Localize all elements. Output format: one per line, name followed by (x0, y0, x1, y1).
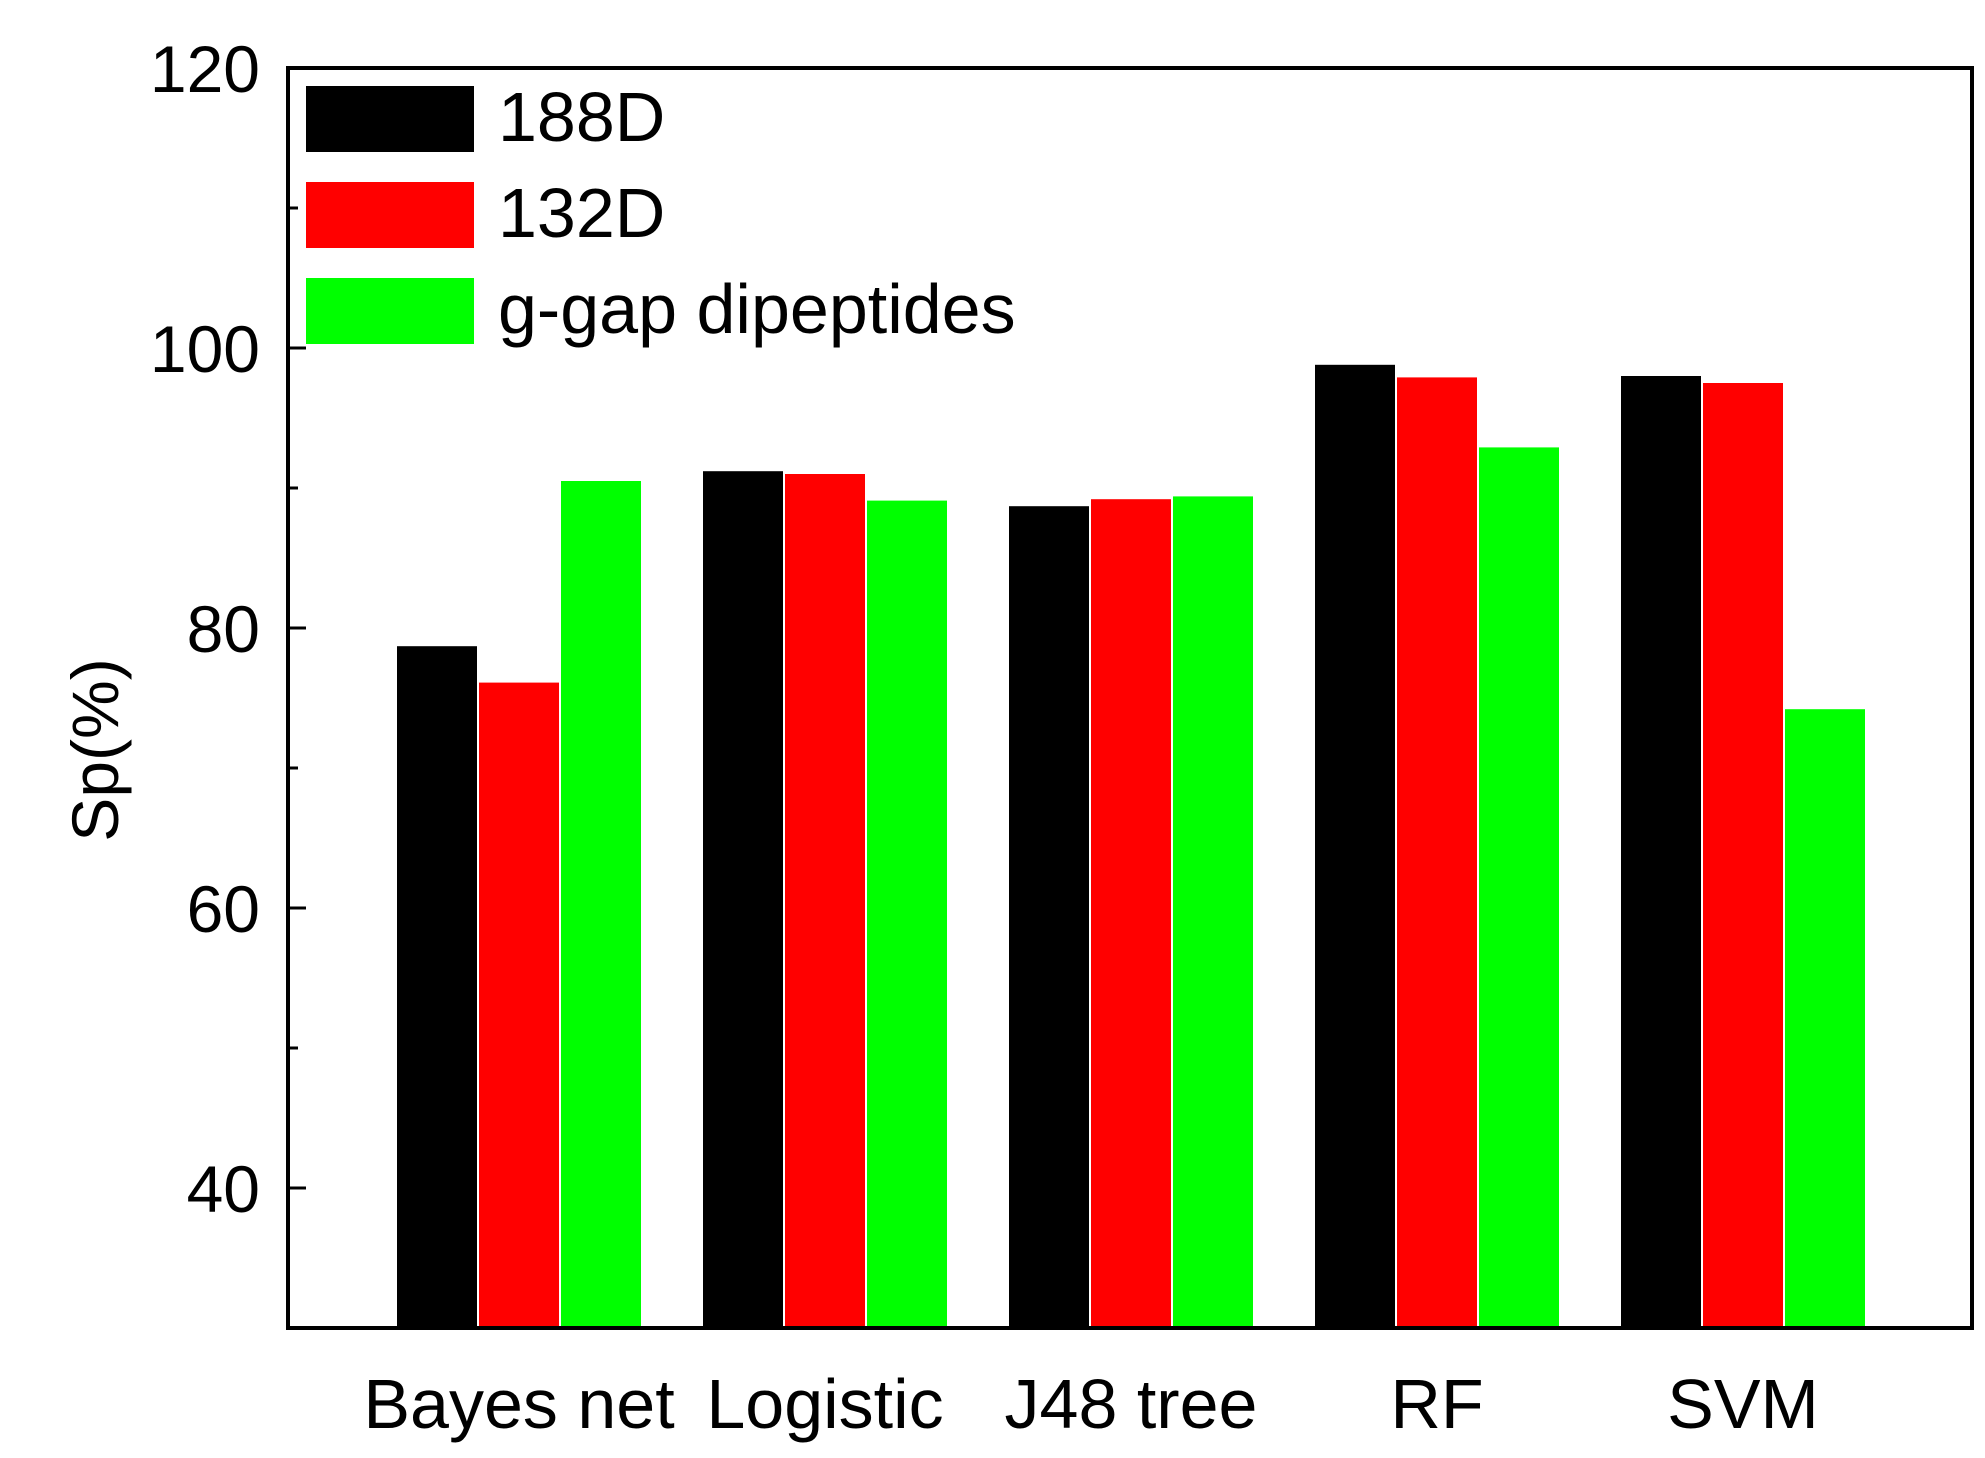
y-tick-label: 80 (187, 592, 260, 666)
bar-bayes-net-series-1 (479, 682, 559, 1328)
bars-group (397, 364, 1865, 1329)
legend-swatch (306, 86, 474, 152)
bar-bayes-net-series-0 (397, 646, 477, 1328)
legend-swatch (306, 278, 474, 344)
legend-label: g-gap dipeptides (498, 270, 1016, 348)
bar-rf-series-1 (1397, 377, 1477, 1328)
y-axis-label: Sp(%) (58, 658, 132, 841)
legend: 188D 132D g-gap dipeptides (306, 78, 1016, 348)
bar-logistic-series-0 (703, 471, 783, 1328)
y-tick-label: 60 (187, 872, 260, 946)
bar-j48-tree-series-1 (1091, 499, 1171, 1328)
x-axis: Bayes net Logistic J48 tree RF SVM (363, 1365, 1819, 1443)
legend-label: 188D (498, 78, 665, 156)
bar-svm-series-2 (1785, 709, 1865, 1328)
x-category-label: Logistic (706, 1365, 943, 1443)
bar-rf-series-0 (1315, 364, 1395, 1328)
bar-j48-tree-series-2 (1173, 496, 1253, 1328)
y-tick-label: 40 (187, 1152, 260, 1226)
bar-svm-series-1 (1703, 383, 1783, 1328)
x-category-label: RF (1390, 1365, 1483, 1443)
legend-swatch (306, 182, 474, 248)
bar-logistic-series-2 (867, 500, 947, 1329)
bar-j48-tree-series-0 (1009, 506, 1089, 1328)
y-tick-label: 120 (150, 32, 260, 106)
x-category-label: J48 tree (1005, 1365, 1258, 1443)
bar-logistic-series-1 (785, 474, 865, 1328)
y-axis: 40 60 80 100 120 (150, 32, 306, 1226)
legend-label: 132D (498, 174, 665, 252)
bar-svm-series-0 (1621, 376, 1701, 1328)
bar-bayes-net-series-2 (561, 481, 641, 1328)
x-category-label: Bayes net (363, 1365, 674, 1443)
bar-rf-series-2 (1479, 447, 1559, 1328)
y-tick-label: 100 (150, 312, 260, 386)
plot-frame (286, 66, 1974, 1330)
x-category-label: SVM (1667, 1365, 1819, 1443)
